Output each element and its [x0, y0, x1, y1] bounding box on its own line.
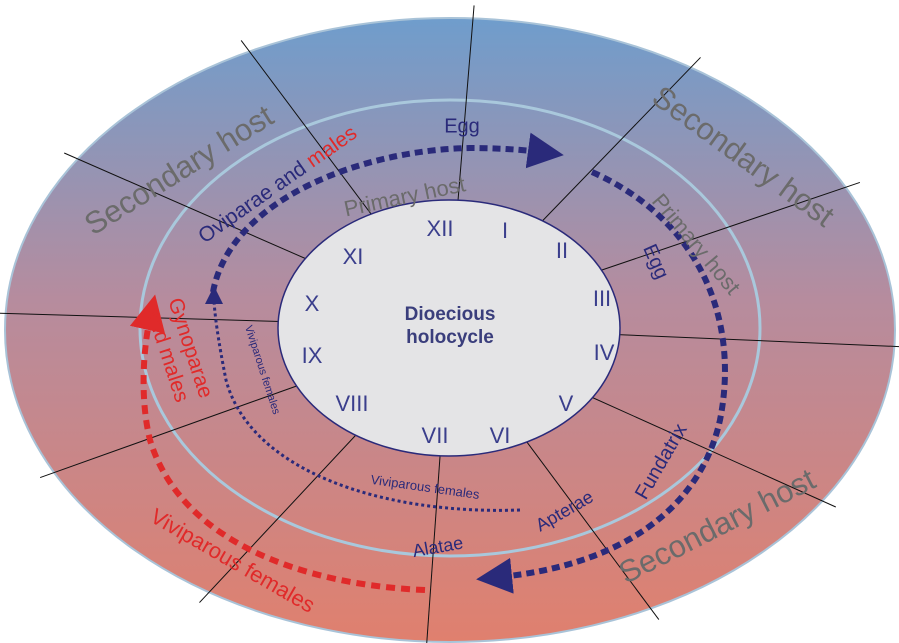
month-label: IV	[594, 340, 615, 365]
label: Egg	[444, 115, 480, 137]
month-label: III	[593, 286, 611, 311]
navy-dotted-arrow	[205, 286, 521, 512]
spoke	[608, 333, 899, 348]
spoke	[521, 434, 660, 620]
spoke	[456, 5, 475, 209]
spoke	[582, 392, 836, 508]
navy-arrow-right	[476, 169, 728, 594]
center-title: Dioecious	[405, 304, 496, 325]
month-label: II	[556, 238, 568, 263]
navy-arrow-top	[210, 132, 564, 293]
spoke	[240, 40, 377, 222]
month-label: X	[305, 291, 320, 316]
month-label: XI	[343, 244, 364, 269]
spoke	[64, 152, 316, 264]
month-label: VII	[422, 423, 449, 448]
red-arrow	[129, 294, 426, 593]
month-label: VIII	[335, 391, 368, 416]
spoke	[199, 428, 363, 603]
month-label: IX	[302, 343, 323, 368]
inner-circle	[277, 199, 621, 457]
month-label: VI	[490, 423, 511, 448]
center-title: holocycle	[406, 327, 494, 348]
spoke	[39, 382, 307, 479]
month-label: V	[559, 391, 574, 416]
spoke	[591, 181, 861, 274]
month-label: XII	[427, 216, 454, 241]
spoke	[426, 447, 442, 643]
spoke	[535, 57, 701, 228]
month-label: I	[502, 218, 508, 243]
